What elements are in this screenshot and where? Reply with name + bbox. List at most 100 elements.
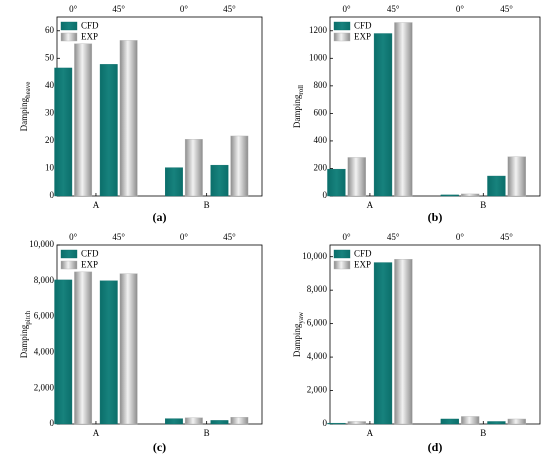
bar — [440, 194, 459, 197]
y-label-sub: pitch — [24, 310, 32, 324]
y-tick-label: 10,000 — [302, 251, 327, 261]
bar — [74, 271, 93, 425]
bar — [165, 167, 183, 197]
y-tick-label: 600 — [314, 107, 328, 117]
subgroup-label: 0° — [456, 232, 465, 242]
bar — [507, 418, 526, 425]
subgroup-label: 0° — [343, 4, 352, 14]
y-tick-label: 8,000 — [34, 275, 55, 285]
y-tick-label: 60 — [45, 25, 55, 35]
caption: (b) — [428, 210, 443, 224]
bar — [210, 164, 229, 197]
y-tick-label: 1000 — [309, 52, 328, 62]
subgroup-label: 45° — [500, 232, 513, 242]
y-axis-label: Dampingpitch — [19, 310, 32, 358]
caption: (d) — [428, 440, 443, 454]
y-label-sub: roll — [297, 85, 305, 95]
subgroup-label: 45° — [387, 232, 400, 242]
legend-swatch — [333, 32, 351, 42]
bar — [347, 157, 366, 197]
y-axis-label: Dampingyaw — [292, 311, 305, 357]
y-tick-label: 10 — [45, 163, 55, 173]
y-tick-label: 400 — [314, 135, 328, 145]
legend-label: EXP — [81, 32, 98, 42]
y-axis-label: Dampingheave — [19, 82, 32, 132]
legend-swatch — [333, 21, 351, 31]
subgroup-label: 0° — [69, 4, 78, 14]
legend-swatch — [333, 260, 351, 270]
subgroup-label: 45° — [223, 232, 236, 242]
bar — [99, 280, 118, 425]
y-label-main: Damping — [19, 324, 29, 358]
bar — [230, 416, 249, 425]
bar — [487, 421, 506, 425]
bar — [461, 416, 480, 425]
bar — [210, 420, 229, 425]
bar — [74, 43, 93, 197]
y-label-main: Damping — [292, 94, 302, 128]
y-tick-label: 6,000 — [34, 311, 55, 321]
y-tick-label: 40 — [45, 80, 55, 90]
x-tick-label: A — [93, 200, 100, 210]
x-tick-label: A — [367, 200, 374, 210]
legend-label: CFD — [81, 249, 99, 259]
y-tick-label: 2,000 — [34, 382, 55, 392]
y-tick-label: 2,000 — [307, 385, 328, 395]
bar — [347, 421, 366, 425]
legend-swatch — [60, 21, 78, 31]
bar — [440, 418, 459, 425]
x-tick-label: B — [480, 200, 486, 210]
subgroup-label: 45° — [112, 4, 125, 14]
caption: (c) — [153, 440, 166, 454]
y-tick-label: 0 — [323, 418, 328, 428]
subgroup-label: 0° — [180, 4, 189, 14]
legend-swatch — [60, 260, 78, 270]
bar — [487, 175, 506, 197]
bar — [184, 417, 203, 425]
subgroup-label: 0° — [456, 4, 465, 14]
legend-label: EXP — [81, 260, 98, 270]
y-axis-label: Dampingroll — [292, 85, 305, 128]
y-tick-label: 8,000 — [307, 284, 328, 294]
bar — [394, 259, 413, 425]
bar — [373, 33, 393, 197]
legend-label: CFD — [354, 21, 372, 31]
y-tick-label: 800 — [314, 80, 328, 90]
y-tick-label: 200 — [314, 163, 328, 173]
bar — [327, 422, 346, 425]
bar — [230, 135, 249, 197]
y-tick-label: 30 — [45, 107, 55, 117]
bar — [327, 168, 346, 197]
caption: (a) — [153, 210, 167, 224]
bar — [461, 193, 480, 197]
y-tick-label: 0 — [50, 190, 55, 200]
legend-label: EXP — [354, 260, 371, 270]
subgroup-label: 0° — [69, 232, 78, 242]
y-tick-label: 0 — [323, 190, 328, 200]
bar — [394, 22, 413, 197]
y-label-sub: yaw — [297, 311, 305, 324]
x-tick-label: B — [204, 200, 210, 210]
plot-frame — [329, 16, 541, 197]
x-tick-label: A — [93, 428, 100, 438]
legend-swatch — [333, 249, 351, 259]
subgroup-label: 45° — [387, 4, 400, 14]
subgroup-label: 0° — [180, 232, 189, 242]
subgroup-label: 45° — [223, 4, 236, 14]
bar — [99, 64, 118, 197]
y-tick-label: 4,000 — [34, 346, 55, 356]
x-tick-label: B — [480, 428, 486, 438]
y-tick-label: 20 — [45, 135, 55, 145]
subgroup-label: 45° — [112, 232, 125, 242]
x-tick-label: A — [367, 428, 374, 438]
subgroup-label: 45° — [500, 4, 513, 14]
y-tick-label: 50 — [45, 52, 55, 62]
bar — [54, 67, 73, 197]
y-tick-label: 0 — [50, 418, 55, 428]
plot-frame — [329, 244, 541, 425]
bar — [54, 279, 73, 425]
legend-swatch — [60, 32, 78, 42]
bar — [165, 418, 183, 425]
y-tick-label: 1200 — [309, 25, 328, 35]
